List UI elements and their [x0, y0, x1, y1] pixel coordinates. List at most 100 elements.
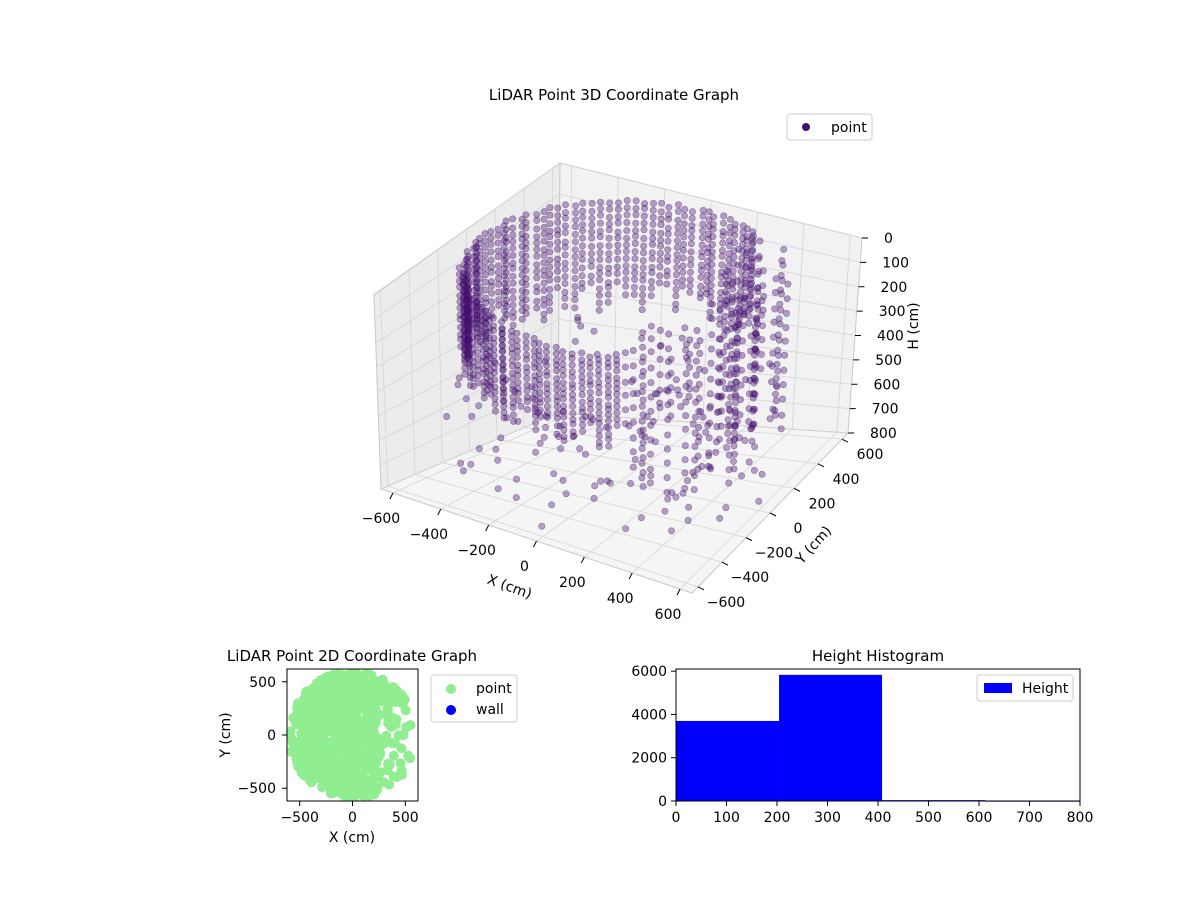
point-3d [531, 412, 539, 420]
point-3d [518, 294, 526, 302]
point-3d [772, 397, 780, 405]
point-3d [751, 329, 759, 337]
point-3d [715, 335, 723, 343]
point-3d [529, 394, 537, 402]
point-3d [533, 267, 541, 275]
point-2d [313, 746, 324, 757]
point-3d [578, 255, 586, 263]
point-3d [522, 224, 530, 232]
point-3d [464, 353, 472, 361]
point-3d [513, 347, 521, 355]
point-3d [709, 241, 717, 249]
point-3d [737, 381, 745, 389]
point-3d [614, 213, 622, 221]
point-3d [667, 412, 675, 420]
point-3d [523, 397, 531, 405]
point-3d [462, 346, 470, 354]
point-3d [518, 257, 526, 265]
point-3d [728, 296, 736, 304]
point-3d [459, 274, 467, 282]
point-3d [498, 335, 506, 343]
point-3d [663, 257, 671, 265]
point-3d [776, 286, 784, 294]
point-3d [490, 358, 498, 366]
point-3d [513, 342, 521, 350]
point-3d [639, 482, 647, 490]
point-3d [734, 321, 742, 329]
point-3d [531, 401, 539, 409]
point-3d [481, 258, 489, 266]
point-3d [483, 374, 491, 382]
point-3d [664, 431, 672, 439]
point-3d [779, 395, 787, 403]
point-3d [739, 308, 747, 316]
point-2d [296, 740, 306, 751]
point-3d [630, 290, 638, 298]
point-3d [586, 381, 594, 389]
point-3d [739, 222, 747, 230]
point-3d [540, 316, 548, 324]
point-3d [560, 436, 568, 444]
point-3d [747, 425, 755, 433]
point-3d [479, 322, 487, 330]
legend-label-point: point [831, 120, 867, 136]
point-3d [553, 397, 561, 405]
point-3d [707, 375, 715, 383]
point-3d [464, 252, 472, 260]
point-3d [729, 384, 737, 392]
point-2d [398, 730, 409, 741]
point-3d [631, 240, 639, 248]
y-tick [769, 512, 777, 517]
point-3d [732, 370, 740, 378]
point-3d [595, 415, 603, 423]
point-3d [743, 244, 751, 252]
point-3d [456, 298, 464, 306]
point-3d [604, 283, 612, 291]
point-3d [572, 202, 580, 210]
point-3d [733, 417, 741, 425]
point-3d [533, 297, 541, 305]
point-3d [605, 214, 613, 222]
point-3d [779, 381, 787, 389]
point-3d [758, 470, 766, 478]
point-3d [639, 343, 647, 351]
point-3d [561, 222, 569, 230]
legend-label-wall: wall [476, 702, 504, 718]
point-3d [464, 327, 472, 335]
point-3d [726, 407, 734, 415]
z-tick-label: 300 [879, 304, 906, 320]
point-2d [308, 693, 319, 704]
point-3d [757, 311, 765, 319]
point-3d [623, 197, 631, 205]
point-3d [459, 467, 467, 475]
point-3d [753, 284, 761, 292]
point-3d [735, 296, 743, 304]
point-3d [699, 413, 707, 421]
point-3d [579, 199, 587, 207]
point-3d [509, 403, 517, 411]
point-3d [614, 205, 622, 213]
point-3d [604, 353, 612, 361]
point-3d [640, 235, 648, 243]
point-3d [553, 386, 561, 394]
point-3d [747, 291, 755, 299]
point-3d [739, 322, 747, 330]
point-3d [639, 329, 647, 337]
point-3d [648, 255, 656, 263]
point-3d [461, 370, 469, 378]
point-3d [468, 300, 476, 308]
point-3d [728, 307, 736, 315]
point-3d [473, 325, 481, 333]
point-3d [686, 288, 694, 296]
z-tick-label: 400 [877, 329, 904, 345]
point-3d [546, 204, 554, 212]
point-3d [466, 356, 474, 364]
point-3d [596, 255, 604, 263]
point-3d [540, 295, 548, 303]
point-3d [782, 309, 790, 317]
point-3d [490, 339, 498, 347]
point-3d [719, 232, 727, 240]
point-3d [490, 334, 498, 342]
point-3d [751, 390, 759, 398]
point-3d [776, 320, 784, 328]
